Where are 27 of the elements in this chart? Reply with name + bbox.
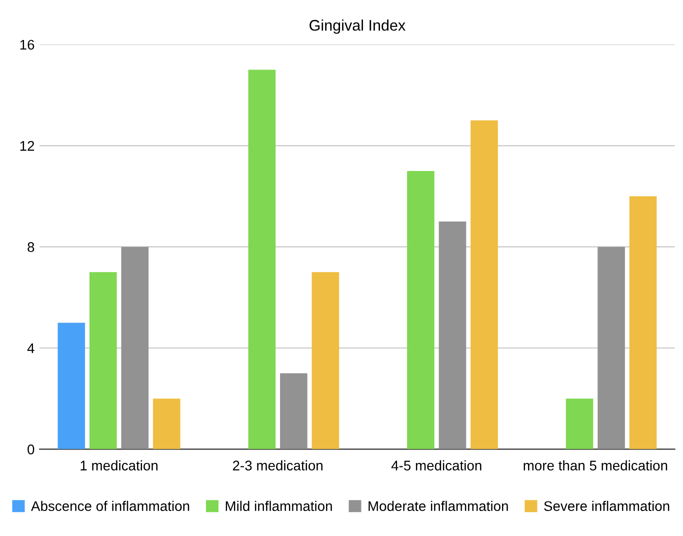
bar bbox=[89, 272, 117, 450]
x-tick-label: more than 5 medication bbox=[524, 460, 668, 470]
bar bbox=[152, 398, 180, 450]
x-tick-label: 1 medication bbox=[80, 460, 158, 470]
y-tick-label: 0 bbox=[28, 444, 34, 454]
bar bbox=[407, 170, 434, 450]
bar bbox=[280, 373, 308, 450]
legend-label: Moderate inflammation bbox=[368, 500, 508, 512]
y-tick-label: 16 bbox=[20, 40, 34, 50]
chart-title: Gingival Index bbox=[310, 20, 406, 34]
bar bbox=[566, 398, 594, 450]
x-tick-label: 2-3 medication bbox=[232, 460, 322, 470]
bar bbox=[248, 70, 276, 450]
bar bbox=[598, 246, 625, 450]
bar bbox=[121, 246, 149, 450]
bar bbox=[629, 196, 657, 450]
legend-label: Severe inflammation bbox=[544, 500, 670, 512]
y-tick-label: 8 bbox=[28, 242, 34, 252]
bar bbox=[312, 272, 340, 450]
bar bbox=[470, 120, 498, 450]
legend-label: Abscence of inflammation bbox=[31, 500, 190, 512]
x-tick-label: 4-5 medication bbox=[391, 460, 482, 470]
bar bbox=[438, 222, 466, 450]
y-tick-label: 12 bbox=[20, 140, 34, 151]
legend-label: Mild inflammation bbox=[226, 500, 332, 512]
bar bbox=[58, 322, 86, 450]
y-tick-label: 4 bbox=[27, 343, 34, 354]
